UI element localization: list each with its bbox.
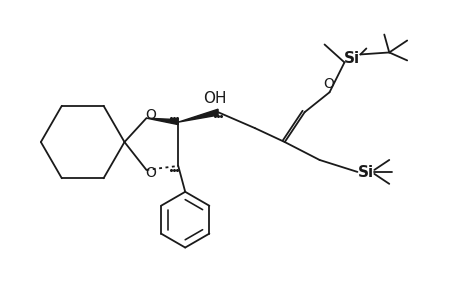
- Polygon shape: [178, 109, 218, 122]
- Text: Si: Si: [358, 165, 374, 180]
- Text: OH: OH: [203, 91, 226, 106]
- Text: Si: Si: [344, 51, 360, 66]
- Polygon shape: [146, 118, 178, 124]
- Text: O: O: [322, 77, 333, 91]
- Text: O: O: [145, 108, 156, 122]
- Text: O: O: [145, 166, 156, 180]
